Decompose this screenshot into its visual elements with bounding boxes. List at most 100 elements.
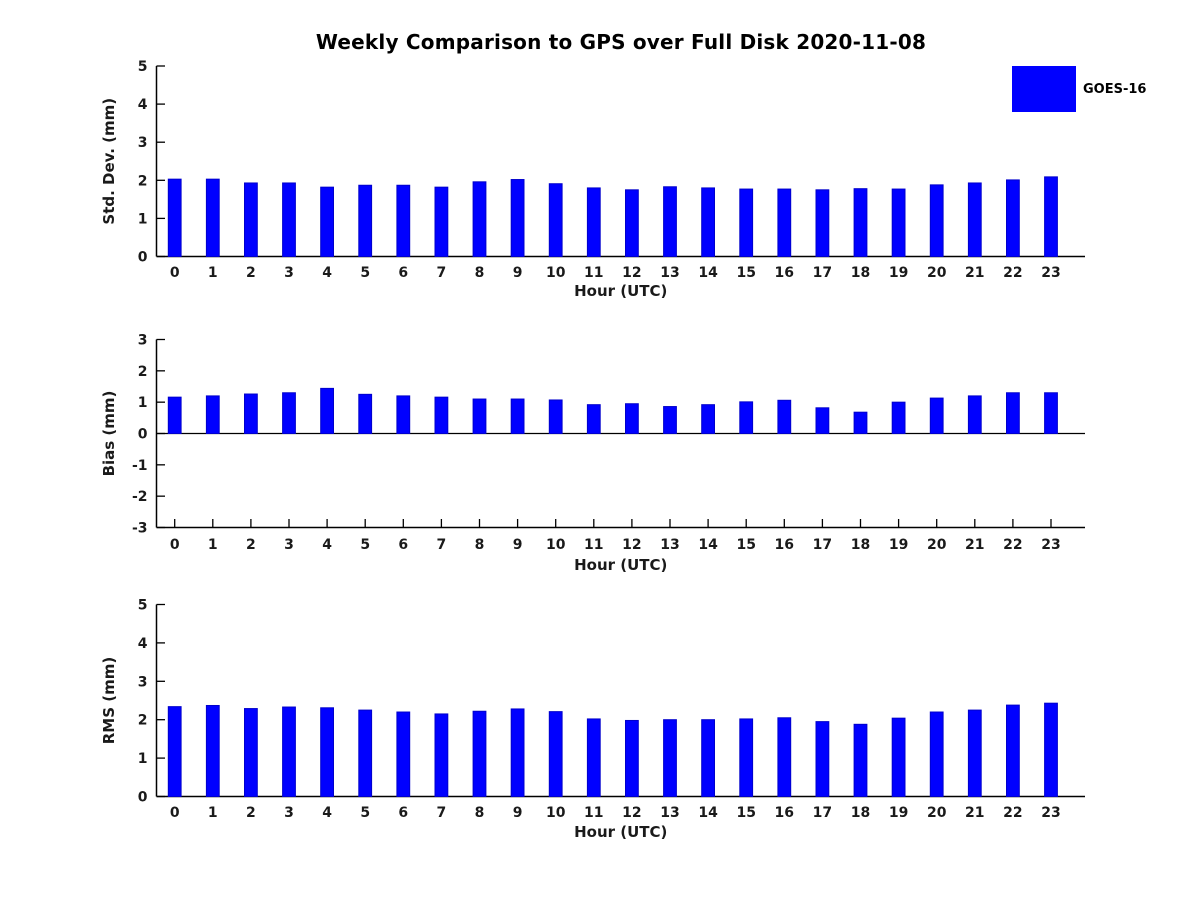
bar: [739, 718, 754, 798]
bar: [396, 395, 411, 434]
bar: [548, 183, 563, 258]
bar: [167, 706, 182, 797]
bar: [967, 395, 982, 434]
x-tick-label: 3: [284, 265, 294, 281]
x-tick-label: 16: [775, 805, 794, 821]
x-tick-label: 20: [927, 537, 947, 553]
x-tick-label: 11: [584, 265, 603, 281]
y-tick-label: -2: [132, 489, 148, 505]
y-tick-label: -1: [132, 458, 148, 474]
y-tick-label: 3: [138, 135, 148, 151]
x-tick-label: 18: [851, 537, 870, 553]
bar: [1006, 179, 1020, 258]
bar: [777, 188, 792, 257]
x-tick-label: 23: [1041, 537, 1060, 553]
x-tick-label: 14: [698, 805, 718, 821]
x-tick-label: 2: [246, 537, 256, 553]
x-tick-label: 12: [622, 805, 641, 821]
bar: [663, 719, 677, 798]
x-tick-label: 9: [513, 805, 523, 821]
x-tick-label: 17: [813, 265, 832, 281]
x-axis-label: Hour (UTC): [574, 282, 667, 300]
x-tick-label: 1: [208, 265, 218, 281]
x-tick-label: 17: [813, 537, 832, 553]
figure-title: Weekly Comparison to GPS over Full Disk …: [315, 30, 927, 54]
x-tick-label: 9: [513, 537, 523, 553]
x-tick-label: 9: [513, 265, 523, 281]
bar: [320, 387, 335, 435]
bar: [358, 184, 373, 258]
x-tick-label: 23: [1041, 265, 1060, 281]
bar: [701, 404, 716, 435]
y-axis-label: Bias (mm): [100, 391, 118, 477]
bar: [701, 187, 716, 257]
bar: [586, 187, 601, 257]
y-tick-label: 2: [138, 364, 148, 380]
bar: [586, 404, 601, 435]
x-tick-label: 5: [360, 537, 370, 553]
x-tick-label: 15: [736, 537, 755, 553]
x-tick-label: 16: [775, 537, 794, 553]
y-tick-label: 1: [138, 211, 148, 227]
bar: [167, 396, 182, 434]
x-tick-label: 1: [208, 805, 218, 821]
bar: [320, 186, 335, 258]
y-tick-label: 4: [138, 636, 148, 652]
bar: [777, 717, 792, 798]
x-tick-label: 15: [736, 265, 755, 281]
x-axis-label: Hour (UTC): [574, 823, 667, 841]
x-tick-label: 4: [322, 805, 332, 821]
x-tick-label: 13: [660, 265, 679, 281]
x-tick-label: 4: [322, 265, 332, 281]
y-tick-label: -3: [132, 521, 148, 537]
bar: [548, 399, 563, 434]
x-tick-label: 19: [889, 805, 908, 821]
bar: [205, 178, 220, 257]
legend-swatch: [1012, 66, 1076, 112]
legend: GOES-16: [1012, 66, 1146, 112]
x-tick-label: 2: [246, 805, 256, 821]
x-tick-label: 12: [622, 537, 641, 553]
bar: [282, 392, 296, 434]
x-tick-label: 21: [965, 537, 984, 553]
y-axis-label: RMS (mm): [100, 657, 118, 744]
x-tick-label: 7: [437, 537, 447, 553]
y-tick-label: 5: [138, 59, 148, 75]
x-tick-label: 8: [475, 537, 485, 553]
bar: [739, 188, 754, 257]
bar: [510, 708, 525, 797]
x-tick-label: 6: [398, 805, 408, 821]
x-tick-label: 7: [437, 265, 447, 281]
bar: [167, 178, 182, 257]
x-tick-label: 13: [660, 805, 679, 821]
x-tick-label: 2: [246, 265, 256, 281]
bar: [472, 181, 487, 258]
x-tick-label: 14: [698, 537, 718, 553]
bar: [967, 709, 982, 797]
bar: [777, 399, 792, 434]
bar: [205, 395, 220, 434]
y-tick-label: 1: [138, 751, 148, 767]
bar: [929, 711, 944, 798]
bar: [1044, 702, 1058, 797]
bar: [701, 719, 716, 798]
bar: [205, 704, 220, 798]
x-tick-label: 4: [322, 537, 332, 553]
bar: [434, 396, 449, 434]
bar: [663, 186, 677, 257]
x-tick-label: 0: [170, 265, 180, 281]
x-tick-label: 11: [584, 805, 603, 821]
bar: [358, 393, 373, 435]
y-tick-label: 0: [138, 427, 148, 443]
x-tick-label: 23: [1041, 805, 1060, 821]
y-tick-label: 0: [138, 790, 148, 806]
x-tick-label: 22: [1003, 537, 1022, 553]
bar: [1044, 392, 1058, 434]
x-tick-label: 8: [475, 805, 485, 821]
bar: [1006, 392, 1020, 434]
bar: [853, 411, 868, 434]
x-tick-label: 3: [284, 805, 294, 821]
x-tick-label: 22: [1003, 265, 1022, 281]
y-axis-label: Std. Dev. (mm): [100, 98, 118, 225]
